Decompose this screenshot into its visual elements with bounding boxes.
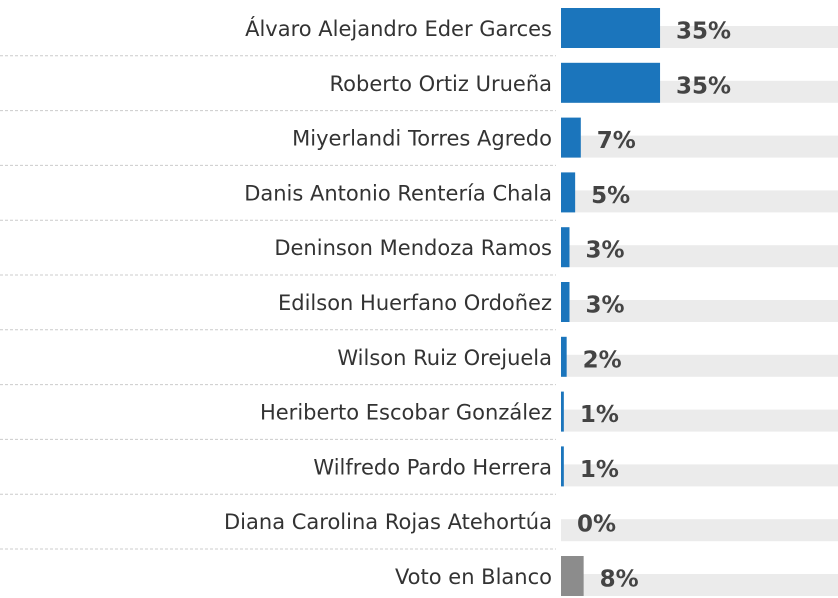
- bar: [561, 62, 661, 103]
- value-label: 3%: [585, 293, 624, 319]
- bar: [561, 227, 570, 268]
- category-label: Voto en Blanco: [395, 565, 552, 589]
- category-label: Wilson Ruiz Orejuela: [337, 346, 552, 370]
- value-label: 35%: [676, 19, 731, 45]
- category-label: Roberto Ortiz Urueña: [330, 72, 552, 96]
- bar: [561, 336, 567, 377]
- category-label: Deninson Mendoza Ramos: [274, 236, 552, 260]
- bar-track: [561, 574, 838, 596]
- category-label: Álvaro Alejandro Eder Garces: [245, 16, 552, 41]
- value-label: 0%: [577, 512, 616, 538]
- value-label: 1%: [580, 402, 619, 428]
- bar-track: [561, 409, 838, 432]
- bar-track: [561, 354, 838, 377]
- value-label: 35%: [676, 73, 731, 99]
- value-label: 2%: [583, 347, 622, 373]
- value-label: 3%: [585, 238, 624, 264]
- value-label: 5%: [591, 183, 630, 209]
- bar: [561, 172, 576, 213]
- bar-track: [561, 245, 838, 268]
- category-label: Wilfredo Pardo Herrera: [313, 455, 552, 479]
- bar: [561, 446, 564, 487]
- bar-track: [561, 300, 838, 322]
- category-label: Miyerlandi Torres Agredo: [292, 127, 552, 151]
- category-label: Danis Antonio Rentería Chala: [244, 181, 552, 205]
- bar-track: [561, 464, 838, 487]
- bar: [561, 556, 584, 596]
- bar-track: [561, 135, 838, 158]
- bar-track: [561, 519, 838, 542]
- category-label: Heriberto Escobar González: [260, 401, 552, 425]
- bar-track: [561, 190, 838, 213]
- bar: [561, 391, 564, 432]
- bar: [561, 282, 570, 322]
- category-label: Edilson Huerfano Ordoñez: [278, 291, 552, 315]
- category-label: Diana Carolina Rojas Atehortúa: [224, 510, 552, 534]
- bar: [561, 117, 581, 158]
- value-label: 8%: [600, 567, 639, 593]
- value-label: 1%: [580, 457, 619, 483]
- bar: [561, 8, 661, 48]
- value-label: 7%: [597, 128, 636, 154]
